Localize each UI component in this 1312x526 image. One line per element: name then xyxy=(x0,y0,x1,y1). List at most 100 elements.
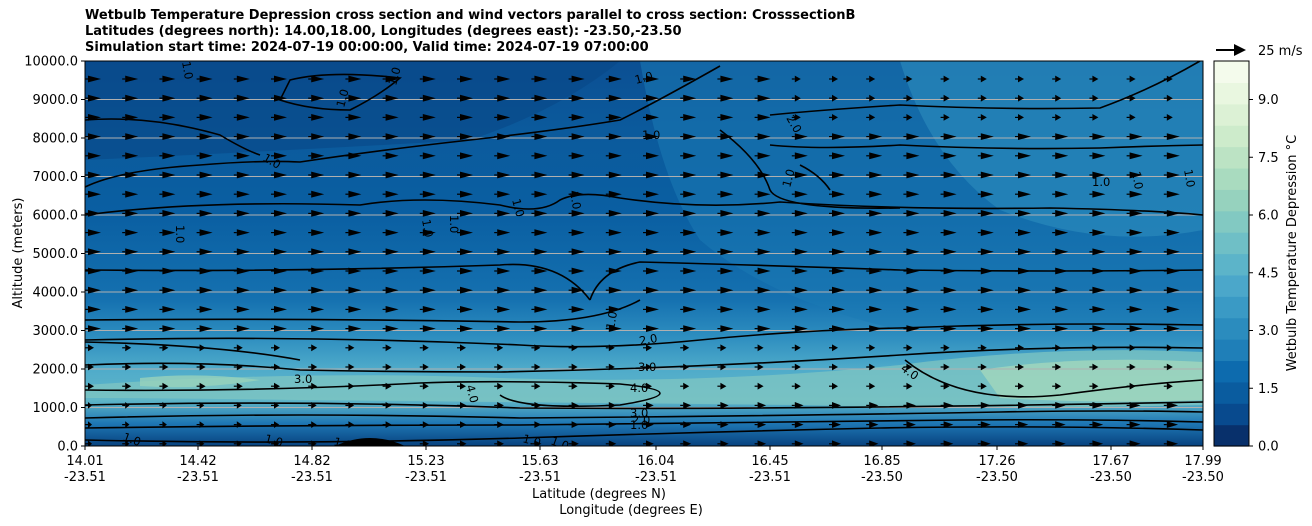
wind-vector xyxy=(1092,286,1106,294)
wind-vector xyxy=(832,133,845,140)
wind-vector xyxy=(422,421,430,428)
wind-vector xyxy=(236,325,250,332)
wind-vector xyxy=(720,248,734,256)
wind-vector xyxy=(497,306,511,313)
wind-vector xyxy=(646,382,652,390)
wind-vector xyxy=(385,325,399,332)
wind-vector xyxy=(683,152,697,160)
wind-vector xyxy=(608,94,622,102)
wind-vector xyxy=(274,248,287,256)
wind-vector xyxy=(1018,306,1031,313)
wind-vector xyxy=(497,248,511,256)
wind-vector xyxy=(274,382,280,390)
wind-vector xyxy=(311,190,325,198)
x-tick-label-lon: -23.50 xyxy=(1090,470,1132,485)
wind-vector xyxy=(385,363,392,371)
wind-vector xyxy=(1166,440,1179,446)
contour-line-1-low xyxy=(85,426,1203,443)
wind-vector xyxy=(274,267,287,275)
wind-vector xyxy=(571,171,585,179)
wind-vector xyxy=(236,440,242,446)
wind-vector xyxy=(608,152,622,160)
wind-vector xyxy=(794,325,808,332)
wind-vector xyxy=(1018,152,1031,160)
wind-vector xyxy=(980,75,987,83)
wind-vector xyxy=(348,421,355,428)
wind-vector xyxy=(162,363,169,371)
wind-vector xyxy=(1166,190,1180,198)
wind-vector xyxy=(348,363,355,371)
wind-vector xyxy=(162,152,176,160)
wind-vector xyxy=(683,171,697,179)
wind-vector xyxy=(1055,152,1069,160)
wind-vector xyxy=(757,94,771,102)
wind-vector xyxy=(422,114,436,121)
wind-vector xyxy=(385,248,399,256)
wind-vector xyxy=(980,325,994,332)
wind-vector xyxy=(311,286,325,294)
wind-vector xyxy=(162,421,167,428)
wind-vector xyxy=(236,114,250,121)
wind-vector xyxy=(943,344,950,352)
x-tick-label-lat: 14.01 xyxy=(66,454,103,469)
wind-vector xyxy=(385,286,399,294)
wind-vector xyxy=(1018,382,1024,390)
wind-vector xyxy=(869,94,876,102)
wind-vector xyxy=(1129,229,1143,236)
wind-vector xyxy=(720,133,734,140)
wind-vector xyxy=(832,171,845,179)
wind-vector xyxy=(534,94,548,102)
wind-vector xyxy=(497,440,504,446)
wind-vector xyxy=(125,171,139,179)
wind-vector xyxy=(1055,190,1069,198)
wind-vector xyxy=(274,171,287,179)
wind-vector xyxy=(720,75,734,83)
wind-vector xyxy=(571,286,585,294)
colorbar-segment xyxy=(1214,232,1249,255)
wind-vector xyxy=(422,210,436,217)
wind-vector xyxy=(1018,440,1029,446)
y-tick-label: 7000.0 xyxy=(33,170,79,185)
wind-vector xyxy=(88,210,101,217)
wind-vector xyxy=(757,114,771,121)
wind-vector xyxy=(311,171,325,179)
wind-vector xyxy=(236,229,250,236)
wind-vector xyxy=(1166,133,1180,140)
x-tick-label-lat: 14.82 xyxy=(293,454,330,469)
wind-vector xyxy=(199,421,205,428)
wind-vector xyxy=(236,133,250,140)
contour-label: 1.0 xyxy=(779,167,797,188)
wind-vector xyxy=(1092,190,1106,198)
wind-vector xyxy=(683,344,690,352)
wind-vector xyxy=(422,133,436,140)
wind-vector xyxy=(236,286,250,294)
wind-vector xyxy=(943,171,957,179)
wind-vector xyxy=(274,229,287,236)
wind-vector xyxy=(422,229,436,236)
wind-vector xyxy=(274,133,287,140)
contour-label: 1.0 xyxy=(447,215,461,233)
wind-vector xyxy=(88,402,92,409)
x-tick-label-lat: 17.67 xyxy=(1092,454,1129,469)
wind-vector xyxy=(646,75,659,83)
wind-vector xyxy=(497,229,511,236)
wind-vector xyxy=(1092,440,1104,446)
colorbar-tick-label: 1.5 xyxy=(1258,382,1279,397)
wind-vector xyxy=(422,248,436,256)
wind-vector xyxy=(236,344,243,352)
wind-vector xyxy=(906,229,920,236)
wind-vector xyxy=(534,344,541,352)
wind-vector xyxy=(906,363,913,371)
wind-vector xyxy=(571,190,585,198)
y-tick-label: 2000.0 xyxy=(33,363,79,378)
x-tick-label-lon: -23.51 xyxy=(519,470,561,485)
wind-vector xyxy=(683,325,697,332)
wind-vector xyxy=(534,171,548,179)
wind-vector xyxy=(832,286,845,294)
wind-vector xyxy=(125,94,139,102)
wind-vector xyxy=(1129,306,1143,313)
wind-vector xyxy=(422,152,436,160)
wind-vector xyxy=(460,382,466,390)
wind-vector xyxy=(460,133,473,140)
colorbar-tick-label: 9.0 xyxy=(1258,93,1279,108)
